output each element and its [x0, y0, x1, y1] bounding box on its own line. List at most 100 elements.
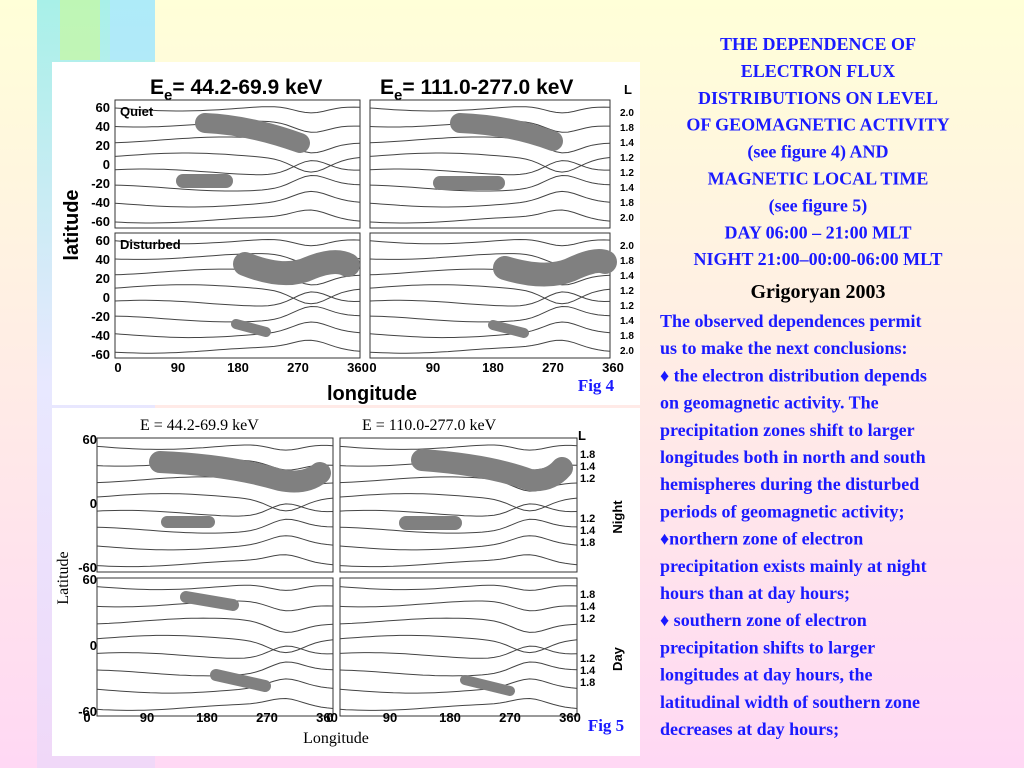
y-tick-label: 40	[96, 119, 110, 134]
contour	[96, 584, 334, 591]
title-range: = 44.2-69.9 keV	[172, 76, 322, 99]
y-tick-label: -20	[91, 309, 110, 324]
precipitation-zone	[195, 113, 310, 153]
x-tick-label: 90	[140, 710, 154, 725]
l-tick-label: 1.2	[620, 286, 634, 297]
l-tick-label: 1.4	[620, 138, 634, 149]
contour	[339, 617, 578, 633]
contour	[114, 321, 361, 339]
title-symbol: E	[150, 76, 164, 99]
contour	[96, 493, 334, 512]
y-tick-label: 40	[96, 252, 110, 267]
x-tick-label: 90	[383, 710, 397, 725]
title-subscript: e	[164, 87, 172, 104]
body-line: The observed dependences permit	[660, 311, 921, 331]
contour	[369, 174, 611, 192]
panel-title: E = 44.2-69.9 keV	[140, 417, 259, 434]
body-line: hours than at day hours;	[660, 583, 850, 603]
precipitation-zone	[450, 113, 563, 151]
y-tick-label: 60	[83, 432, 97, 447]
y-tick-label: 60	[96, 100, 110, 115]
x-tick-label: 360	[347, 360, 369, 375]
contour	[96, 518, 334, 534]
contour	[114, 106, 361, 114]
l-tick-label: 1.4	[620, 271, 634, 282]
y-tick-label: -20	[91, 176, 110, 191]
panel-title: Ee= 44.2-69.9 keV	[150, 76, 322, 104]
l-tick-label: 2.0	[620, 346, 634, 357]
row-label: Night	[610, 500, 625, 534]
body-line: ♦ the electron distribution depends	[660, 365, 927, 385]
y-tick-label: 0	[90, 638, 97, 653]
contour	[369, 136, 611, 154]
contour	[339, 444, 578, 451]
body-line: longitudes both in north and south	[660, 447, 926, 467]
l-tick-label: 1.4	[580, 525, 596, 537]
title-symbol: E	[380, 76, 394, 99]
panel-frame	[369, 232, 611, 359]
y-tick-label: -60	[91, 347, 110, 362]
x-tick-label: 360	[559, 710, 581, 725]
body-line: precipitation exists mainly at night	[660, 556, 927, 576]
body-line: decreases at day hours;	[660, 719, 839, 739]
contour	[339, 661, 578, 677]
y-tick-label: -60	[91, 214, 110, 229]
contour	[339, 600, 578, 612]
l-tick-label: 1.8	[620, 331, 634, 342]
contour	[339, 503, 578, 517]
contour	[96, 645, 334, 659]
body-line: precipitation zones shift to larger	[660, 420, 915, 440]
l-tick-label: 1.8	[580, 449, 595, 461]
contour	[339, 584, 578, 591]
contour	[339, 493, 578, 512]
title-subscript: e	[394, 87, 402, 104]
precipitation-zone	[149, 451, 331, 493]
contour	[369, 268, 611, 286]
y-tick-label: -40	[91, 328, 110, 343]
precipitation-zone	[411, 449, 573, 492]
l-tick-label: 1.2	[620, 153, 634, 164]
l-tick-label: 1.4	[580, 461, 596, 473]
l-tick-label: 1.8	[580, 589, 595, 601]
l-tick-label: 1.2	[580, 513, 595, 525]
precipitation-zone	[233, 250, 360, 286]
y-tick-label: 0	[103, 157, 110, 172]
row-label: Disturbed	[120, 237, 181, 252]
contour	[96, 617, 334, 633]
x-tick-label: 360	[602, 360, 624, 375]
contour	[369, 339, 611, 354]
contour	[369, 321, 611, 339]
contour	[114, 291, 361, 307]
l-tick-label: 1.8	[620, 123, 634, 134]
l-tick-label: 2.0	[620, 241, 634, 252]
y-axis-label: latitude	[61, 189, 83, 260]
y-tick-label: 60	[83, 572, 97, 587]
l-tick-label: 1.8	[620, 198, 634, 209]
body-line: periods of geomagnetic activity;	[660, 501, 904, 521]
l-tick-label: 2.0	[620, 213, 634, 224]
y-tick-label: 60	[96, 233, 110, 248]
l-tick-label: 1.2	[580, 473, 595, 485]
l-tick-label: 1.2	[580, 653, 595, 665]
l-tick-label: 1.4	[580, 665, 596, 677]
l-tick-label: 1.4	[620, 316, 634, 327]
contour	[96, 678, 334, 694]
x-tick-label: 180	[196, 710, 218, 725]
y-axis-label: Latitude	[55, 551, 72, 604]
panel-frame	[369, 99, 611, 229]
contour	[369, 291, 611, 307]
precipitation-zone	[488, 320, 529, 338]
title-line: DISTRIBUTIONS ON LEVEL	[698, 88, 938, 108]
x-tick-label: 90	[171, 360, 185, 375]
author: Grigoryan 2003	[751, 281, 886, 303]
row-label: Quiet	[120, 104, 154, 119]
y-tick-label: 0	[103, 290, 110, 305]
title-line: ELECTRON FLUX	[741, 61, 896, 81]
title-line: THE DEPENDENCE OF	[720, 34, 916, 54]
panel-title: Ee= 111.0-277.0 keV	[380, 76, 573, 104]
contour	[114, 160, 360, 176]
l-label: L	[624, 82, 632, 97]
x-axis-label: Longitude	[303, 730, 369, 747]
panel-frame	[114, 99, 361, 229]
contour	[96, 634, 334, 654]
